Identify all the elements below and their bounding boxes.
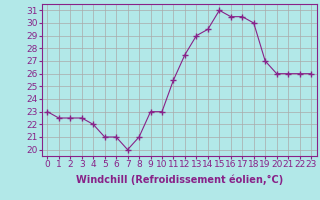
X-axis label: Windchill (Refroidissement éolien,°C): Windchill (Refroidissement éolien,°C) [76, 175, 283, 185]
